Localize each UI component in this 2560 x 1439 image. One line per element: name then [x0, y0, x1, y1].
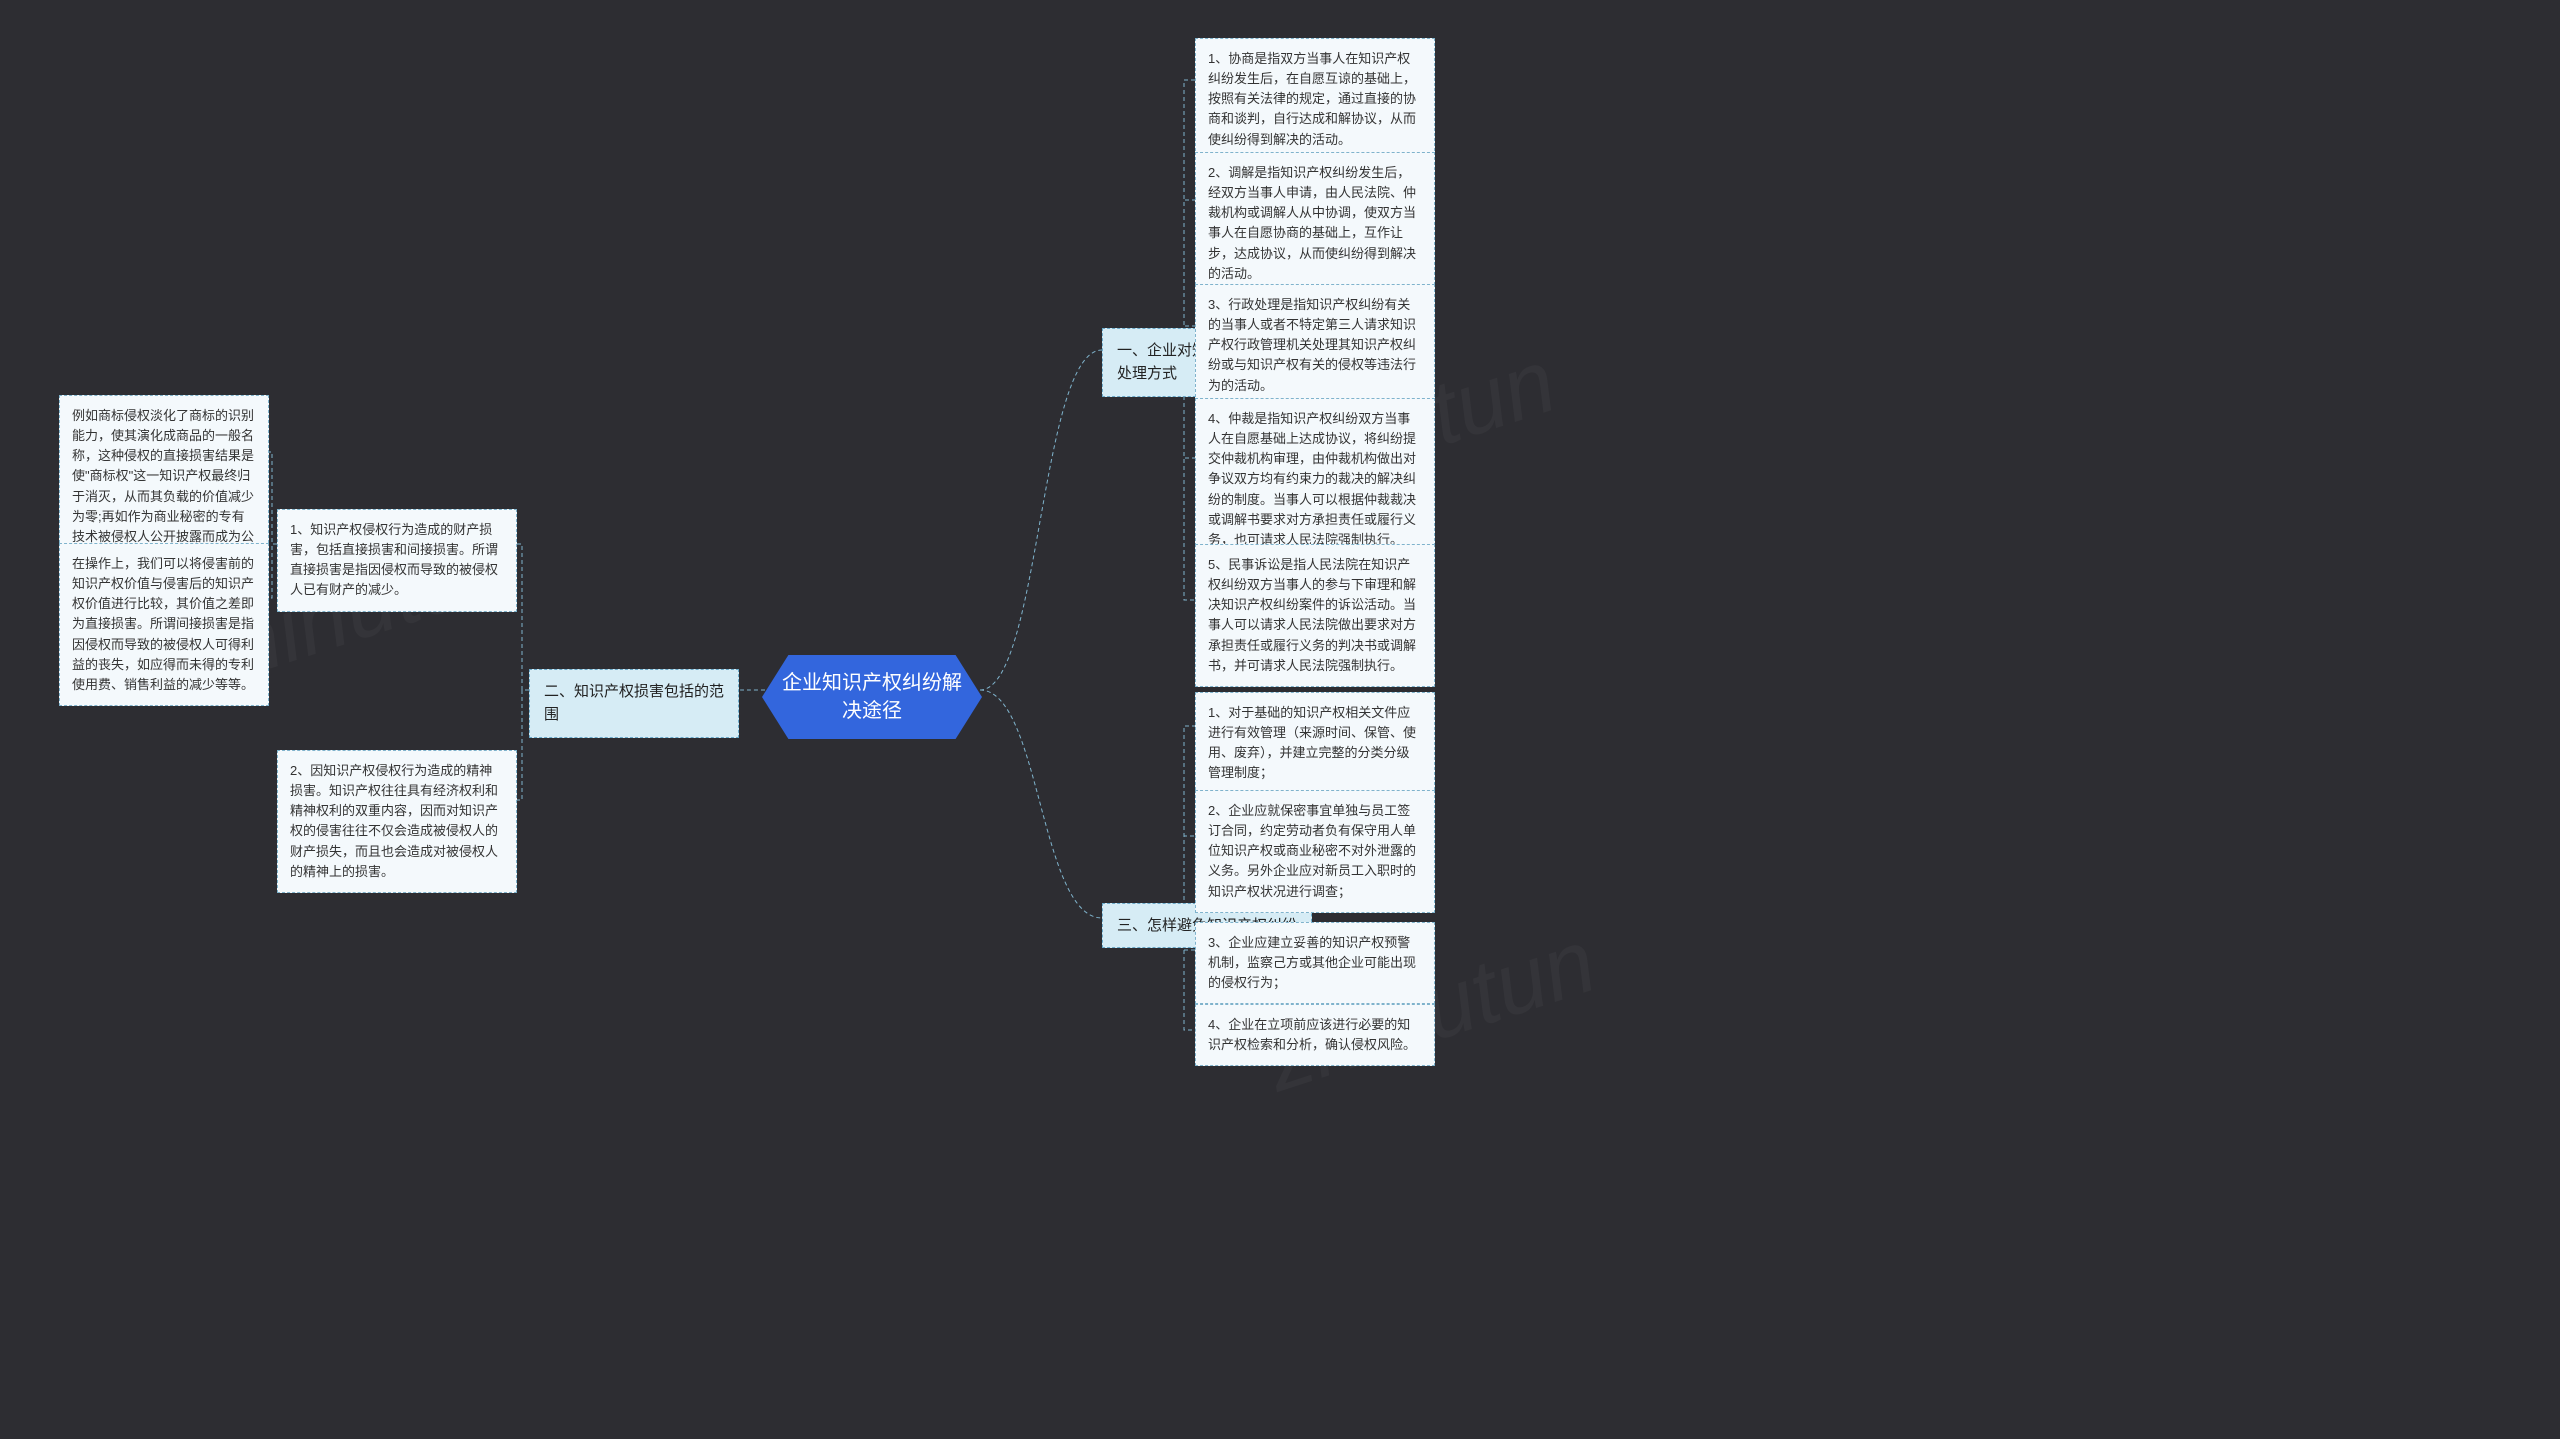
leaf-three-3: 3、企业应建立妥善的知识产权预警机制，监察己方或其他企业可能出现的侵权行为； [1195, 922, 1435, 1004]
leaf-three-1: 1、对于基础的知识产权相关文件应进行有效管理（来源时间、保管、使用、废弃），并建… [1195, 692, 1435, 795]
leaf-one-1: 1、协商是指双方当事人在知识产权纠纷发生后，在自愿互谅的基础上，按照有关法律的规… [1195, 38, 1435, 161]
leaf-two-1-sub-2: 在操作上，我们可以将侵害前的知识产权价值与侵害后的知识产权价值进行比较，其价值之… [59, 543, 269, 706]
leaf-three-2: 2、企业应就保密事宜单独与员工签订合同，约定劳动者负有保守用人单位知识产权或商业… [1195, 790, 1435, 913]
leaf-one-2: 2、调解是指知识产权纠纷发生后，经双方当事人申请，由人民法院、仲裁机构或调解人从… [1195, 152, 1435, 295]
leaf-two-1: 1、知识产权侵权行为造成的财产损害，包括直接损害和间接损害。所谓直接损害是指因侵… [277, 509, 517, 612]
branch-two: 二、知识产权损害包括的范围 [529, 669, 739, 738]
center-topic: 企业知识产权纠纷解决途径 [762, 655, 982, 739]
leaf-two-2: 2、因知识产权侵权行为造成的精神损害。知识产权往往具有经济权利和精神权利的双重内… [277, 750, 517, 893]
leaf-one-4: 4、仲裁是指知识产权纠纷双方当事人在自愿基础上达成协议，将纠纷提交仲裁机构审理，… [1195, 398, 1435, 561]
leaf-one-5: 5、民事诉讼是指人民法院在知识产权纠纷双方当事人的参与下审理和解决知识产权纠纷案… [1195, 544, 1435, 687]
leaf-one-3: 3、行政处理是指知识产权纠纷有关的当事人或者不特定第三人请求知识产权行政管理机关… [1195, 284, 1435, 407]
leaf-three-4: 4、企业在立项前应该进行必要的知识产权检索和分析，确认侵权风险。 [1195, 1004, 1435, 1066]
